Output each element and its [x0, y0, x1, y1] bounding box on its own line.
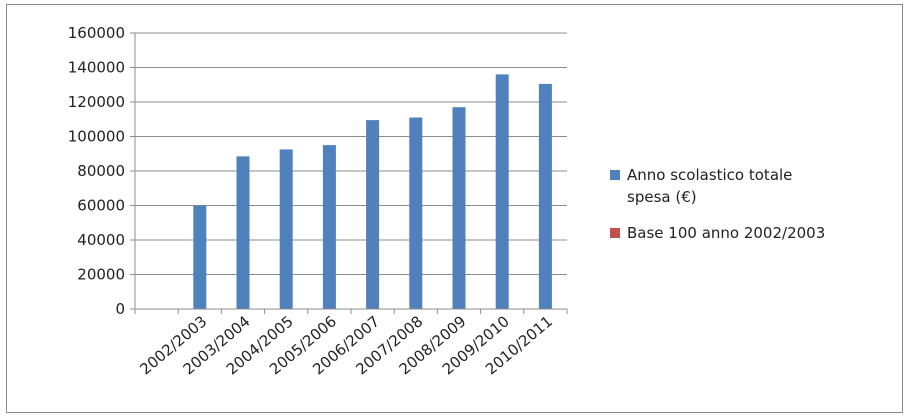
bar: [495, 74, 509, 310]
legend: Anno scolastico totale spesa (€) Base 100 …: [610, 166, 825, 242]
y-tick-label: 40000: [77, 231, 125, 249]
y-tick-label: 20000: [77, 266, 125, 284]
y-tick-label: 160000: [68, 24, 125, 42]
legend-swatch: [610, 228, 620, 238]
bars: [193, 74, 552, 310]
y-tick-label: 140000: [68, 59, 125, 77]
bar: [193, 205, 207, 309]
bar: [236, 156, 250, 309]
x-axis: 2002/20032003/20042004/20052005/20062006…: [134, 308, 568, 378]
bar: [452, 107, 466, 309]
legend-label: Anno scolastico totale: [627, 166, 792, 184]
y-tick-label: 60000: [77, 197, 125, 215]
y-tick-label: 80000: [77, 162, 125, 180]
bar: [279, 149, 293, 309]
bar: [322, 145, 336, 309]
legend-swatch: [610, 170, 620, 180]
y-tick-label: 0: [115, 300, 125, 318]
legend-label: Base 100 anno 2002/2003: [627, 224, 825, 242]
legend-label: spesa (€): [627, 188, 697, 206]
y-axis: 0 20000 40000 60000 80000 100000 120000 140000 1…: [68, 24, 136, 318]
y-tick-label: 100000: [68, 128, 125, 146]
bar: [366, 120, 380, 309]
bar: [409, 117, 423, 310]
bar: [538, 83, 552, 309]
y-tick-label: 120000: [68, 93, 125, 111]
